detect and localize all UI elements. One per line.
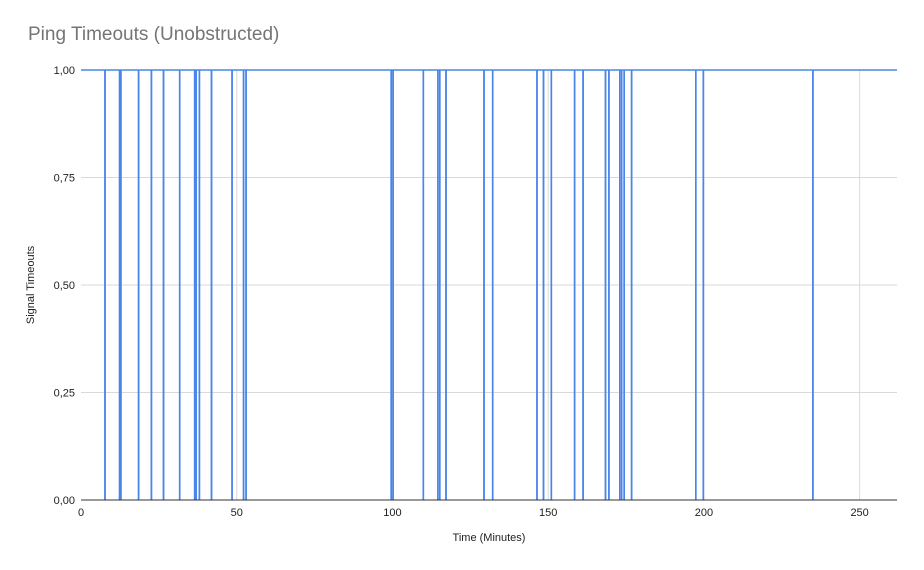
y-tick-label: 0,25: [54, 388, 75, 400]
y-axis-label: Signal Timeouts: [25, 245, 37, 324]
y-tick-label: 0,00: [54, 495, 75, 507]
x-tick-label: 100: [383, 507, 401, 519]
y-tick-label: 0,50: [54, 280, 75, 292]
x-axis-label: Time (Minutes): [453, 532, 526, 544]
x-tick-label: 0: [78, 507, 84, 519]
grid: [81, 69, 897, 500]
y-tick-label: 1,00: [54, 65, 75, 77]
chart-title: Ping Timeouts (Unobstructed): [28, 24, 280, 45]
y-tick-label: 0,75: [54, 173, 75, 185]
x-tick-label: 50: [231, 507, 243, 519]
axes: 0,00 0,25 0,50 0,75 1,00 0 50 100 150 200 250: [54, 65, 897, 519]
x-tick-label: 250: [850, 507, 868, 519]
series-line: [81, 69, 897, 500]
x-tick-label: 150: [539, 507, 557, 519]
x-tick-label: 200: [695, 507, 713, 519]
